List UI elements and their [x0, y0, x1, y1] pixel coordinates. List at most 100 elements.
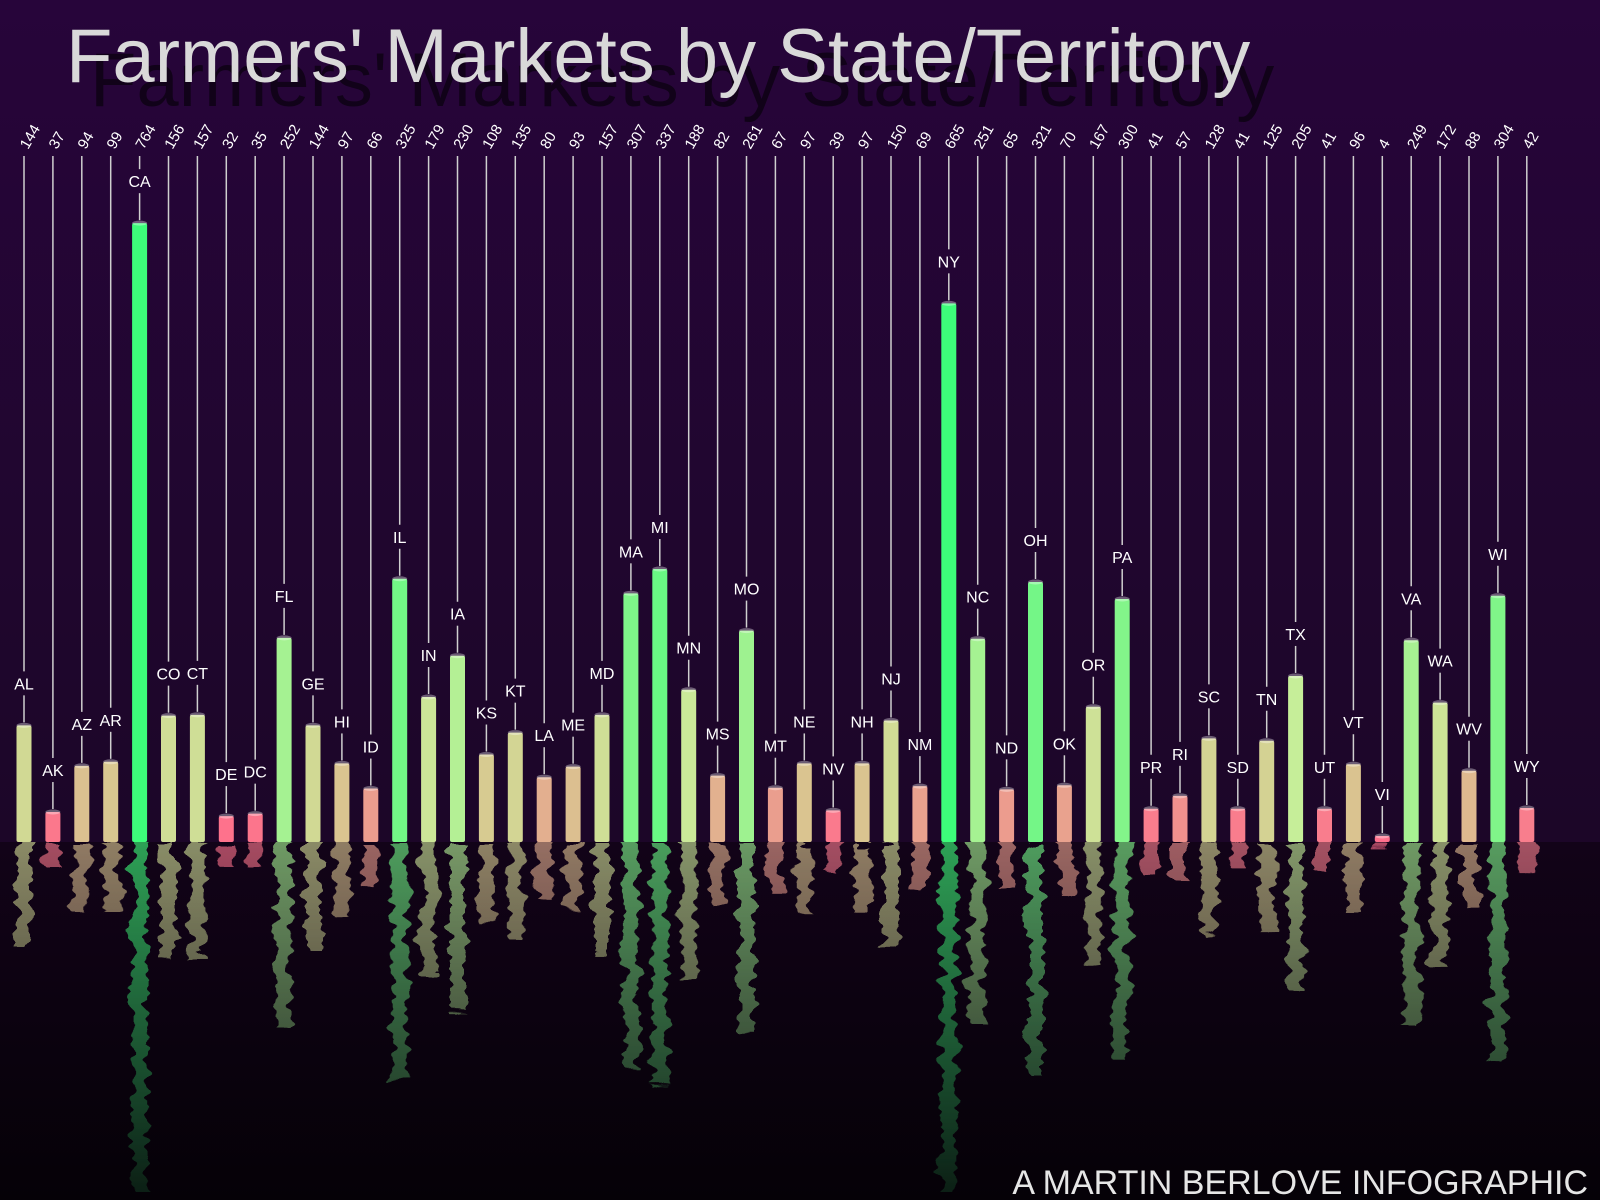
- category-label-ri: RI: [1172, 747, 1188, 764]
- bar-reflection-ak: [45, 842, 61, 869]
- bar-cap-mt: [767, 785, 783, 791]
- bar-kt: [507, 732, 523, 842]
- value-label-wy: 42: [1520, 129, 1543, 152]
- chart-title-shadow: Farmers' Markets by State/Territory: [90, 38, 1274, 123]
- bar-cap-al: [16, 722, 32, 728]
- category-label-vt: VT: [1343, 715, 1364, 732]
- bar-sd: [1230, 808, 1246, 842]
- category-label-nd: ND: [995, 740, 1018, 757]
- bar-reflection-fl: [276, 842, 292, 1026]
- bar-reflection-md: [594, 842, 610, 957]
- bar-reflection-nm: [912, 842, 928, 893]
- bar-cap-ia: [450, 653, 465, 659]
- bar-reflection-nv: [825, 842, 841, 871]
- bar-reflection-ri: [1172, 842, 1188, 884]
- bar-reflections: [16, 842, 1535, 1192]
- bar-sc: [1201, 738, 1217, 842]
- chart-title: Farmers' Markets by State/Territory: [66, 14, 1250, 99]
- bar-cap-nj: [883, 718, 899, 723]
- bar-wi: [1490, 595, 1506, 842]
- bar-cap-vi: [1374, 833, 1390, 839]
- bar-va: [1403, 640, 1419, 842]
- category-label-nc: NC: [966, 590, 989, 607]
- value-label-la: 80: [537, 129, 560, 152]
- category-label-ok: OK: [1053, 736, 1076, 753]
- bar-cap-az: [74, 763, 90, 769]
- bar-fl: [276, 637, 292, 842]
- bar-cap-nm: [912, 783, 928, 789]
- category-label-pr: PR: [1140, 760, 1162, 777]
- bar-cap-il: [392, 576, 408, 582]
- bar-cap-ks: [478, 752, 494, 758]
- bar-cap-me: [565, 764, 581, 770]
- bar-ne: [796, 763, 812, 842]
- bars: [16, 220, 1535, 843]
- bar-la: [536, 777, 552, 842]
- category-label-sd: SD: [1227, 760, 1249, 777]
- bar-md: [594, 714, 610, 842]
- bar-nj: [883, 720, 899, 842]
- bar-hi: [334, 763, 350, 842]
- category-label-sc: SC: [1198, 689, 1220, 706]
- bar-cap-ar: [103, 759, 119, 765]
- bar-wa: [1432, 702, 1448, 842]
- value-label-sd: 41: [1231, 129, 1254, 152]
- bar-wv: [1461, 770, 1477, 842]
- bar-cap-nv: [825, 807, 841, 813]
- bar-reflection-wv: [1461, 842, 1477, 907]
- bar-mn: [681, 689, 697, 842]
- category-label-ut: UT: [1314, 760, 1336, 777]
- bar-il: [392, 578, 408, 842]
- value-label-hi: 97: [335, 129, 358, 152]
- bar-reflection-az: [74, 842, 90, 911]
- bar-mi: [652, 569, 668, 842]
- bar-reflection-nc: [970, 842, 986, 1025]
- bar-reflection-wy: [1519, 842, 1535, 873]
- category-label-ct: CT: [187, 666, 209, 683]
- bar-me: [565, 766, 581, 842]
- bar-nc: [970, 638, 986, 842]
- category-label-pa: PA: [1112, 550, 1132, 567]
- bar-reflection-tx: [1288, 842, 1304, 992]
- category-label-nj: NJ: [881, 672, 901, 689]
- value-label-me: 93: [566, 129, 589, 152]
- bar-reflection-nh: [854, 842, 870, 913]
- category-label-tn: TN: [1256, 692, 1277, 709]
- bar-cap-or: [1085, 704, 1101, 710]
- value-label-ne: 97: [797, 129, 820, 152]
- value-label-nm: 69: [913, 129, 936, 152]
- value-label-mt: 67: [768, 129, 791, 152]
- bar-reflection-pa: [1114, 842, 1130, 1061]
- bar-reflection-in: [421, 842, 437, 973]
- bar-reflection-mt: [767, 842, 783, 891]
- bar-reflection-ny: [941, 842, 957, 1192]
- bar-nv: [825, 810, 841, 842]
- bar-pr: [1143, 808, 1159, 842]
- category-label-de: DE: [215, 767, 237, 784]
- bar-nh: [854, 763, 870, 842]
- bar-cap-kt: [507, 730, 523, 736]
- bar-reflection-wa: [1432, 842, 1448, 968]
- bar-cap-mo: [739, 628, 754, 634]
- bar-ma: [623, 593, 639, 842]
- bar-cap-tn: [1259, 738, 1275, 744]
- leader-lines: [23, 156, 1528, 833]
- bar-reflection-mi: [652, 842, 668, 1088]
- bar-reflection-ar: [103, 842, 119, 915]
- bar-reflection-ok: [1056, 842, 1072, 894]
- value-label-pr: 41: [1144, 129, 1167, 152]
- category-label-ma: MA: [619, 544, 643, 561]
- category-label-nh: NH: [851, 714, 874, 731]
- bar-reflection-pr: [1143, 842, 1159, 872]
- category-label-hi: HI: [334, 714, 350, 731]
- bar-reflection-wi: [1490, 842, 1506, 1064]
- bar-reflection-al: [16, 842, 32, 947]
- bar-cap-ny: [941, 300, 957, 306]
- category-label-mi: MI: [651, 520, 669, 537]
- bar-ny: [941, 303, 957, 843]
- category-label-ny: NY: [938, 254, 961, 271]
- bar-cap-wy: [1519, 805, 1535, 811]
- value-label-dc: 35: [248, 129, 271, 152]
